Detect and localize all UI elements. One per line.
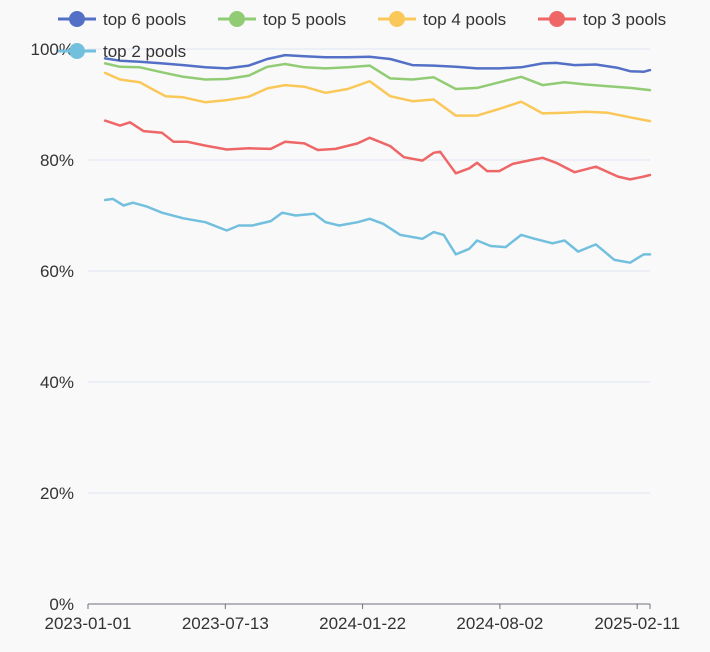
x-tick-label: 2023-07-13	[182, 614, 269, 633]
legend-item-top-2-pools[interactable]: top 2 pools	[58, 42, 186, 61]
legend-label: top 3 pools	[583, 10, 666, 29]
y-tick-label: 100%	[31, 40, 74, 59]
y-tick-label: 80%	[40, 151, 74, 170]
legend-label: top 4 pools	[423, 10, 506, 29]
legend-item-top-3-pools[interactable]: top 3 pools	[538, 10, 666, 29]
x-tick-label: 2023-01-01	[45, 614, 132, 633]
legend-marker-icon	[69, 43, 85, 59]
x-axis: 2023-01-01 2023-07-13 2024-01-22 2024-08-02…	[45, 603, 680, 633]
grid-lines: 0% 20% 40% 60% 80% 100%	[31, 40, 650, 614]
x-tick-label: 2024-01-22	[319, 614, 406, 633]
y-tick-label: 60%	[40, 262, 74, 281]
y-tick-label: 40%	[40, 373, 74, 392]
series-line-top-4-pools	[103, 71, 652, 123]
y-tick-label: 0%	[49, 595, 74, 614]
series-line-top-3-pools	[103, 119, 652, 181]
legend-marker-icon	[389, 11, 405, 27]
series-lines	[103, 53, 652, 264]
x-tick-label: 2024-08-02	[456, 614, 543, 633]
legend-item-top-6-pools[interactable]: top 6 pools	[58, 10, 186, 29]
y-tick-label: 20%	[40, 484, 74, 503]
x-tick-label: 2025-02-11	[594, 614, 680, 633]
legend-label: top 2 pools	[103, 42, 186, 61]
legend[interactable]: top 6 pools top 5 pools top 4 pools top 3 p…	[58, 10, 666, 61]
series-line-top-5-pools	[103, 62, 652, 92]
legend-marker-icon	[69, 11, 85, 27]
legend-label: top 6 pools	[103, 10, 186, 29]
legend-item-top-4-pools[interactable]: top 4 pools	[378, 10, 506, 29]
legend-label: top 5 pools	[263, 10, 346, 29]
legend-item-top-5-pools[interactable]: top 5 pools	[218, 10, 346, 29]
legend-marker-icon	[549, 11, 565, 27]
legend-marker-icon	[229, 11, 245, 27]
series-line-top-2-pools	[103, 197, 652, 264]
series-line-top-6-pools	[103, 53, 652, 74]
